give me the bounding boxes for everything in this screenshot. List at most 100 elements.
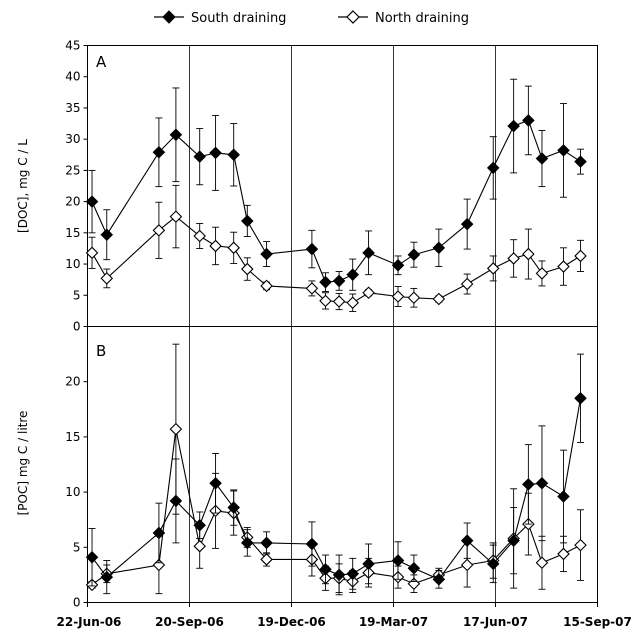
data-point-north-17 xyxy=(460,277,474,291)
data-point-north-11 xyxy=(332,295,346,308)
data-point-north-6 xyxy=(227,241,240,255)
data-point-north-23 xyxy=(574,538,587,552)
data-point-north-9 xyxy=(305,282,319,295)
data-point-south-11 xyxy=(332,274,346,288)
legend-north-marker xyxy=(346,10,360,24)
data-point-north-20 xyxy=(522,247,535,261)
data-point-north-16 xyxy=(432,292,446,306)
data-point-north-5 xyxy=(209,239,222,253)
data-point-north-15 xyxy=(407,291,421,305)
panel-a-frame xyxy=(87,45,598,327)
data-point-south-6 xyxy=(227,148,240,162)
data-point-south-16 xyxy=(432,573,446,586)
data-point-south-23 xyxy=(574,155,587,168)
data-point-north-21 xyxy=(535,267,549,280)
data-point-south-0 xyxy=(85,195,99,208)
panel-a-ytick-label-3: 15 xyxy=(65,226,80,240)
data-point-south-17 xyxy=(460,217,474,231)
data-point-south-1 xyxy=(100,228,114,241)
data-point-north-22 xyxy=(557,547,570,561)
panel-b-series-north xyxy=(85,343,587,595)
x-tick-label-2: 19-Dec-06 xyxy=(257,615,326,629)
data-point-south-3 xyxy=(169,128,183,142)
data-point-north-21 xyxy=(535,556,549,570)
data-point-south-2 xyxy=(152,526,166,540)
data-point-south-14 xyxy=(391,554,405,567)
data-point-north-3 xyxy=(169,422,183,436)
panel-b-ytick-label-1: 5 xyxy=(73,540,81,554)
data-point-south-15 xyxy=(407,248,421,261)
data-point-south-22 xyxy=(557,490,570,503)
x-axis: 22-Jun-06 20-Sep-06 19-Dec-06 19-Mar-07 17-J… xyxy=(57,602,632,629)
panel-a-yaxis: 0 5 10 15 20 25 30 35 40 45 xyxy=(65,39,88,334)
data-point-south-20 xyxy=(522,478,535,491)
panel-b-ytick-label-3: 15 xyxy=(65,430,80,444)
panel-a-ytick-label-8: 40 xyxy=(65,70,80,84)
legend-entry-north: North draining xyxy=(338,10,469,26)
panel-b-series-south xyxy=(85,353,587,596)
data-point-north-14 xyxy=(391,290,405,303)
data-point-south-13 xyxy=(362,246,375,260)
data-point-north-4 xyxy=(193,539,206,553)
legend-south-marker xyxy=(162,10,176,24)
legend-north-label: North draining xyxy=(375,11,469,26)
panel-a-ytick-label-5: 25 xyxy=(65,163,80,177)
x-tick-label-5: 15-Sep-07 xyxy=(563,615,632,629)
panel-a-series-south xyxy=(85,78,587,292)
panel-a-series xyxy=(85,78,587,312)
data-point-north-12 xyxy=(346,296,359,310)
panel-b-ytick-label-0: 0 xyxy=(73,596,81,610)
series-line-south xyxy=(91,119,581,283)
x-tick-label-1: 20-Sep-06 xyxy=(155,615,224,629)
data-point-south-11 xyxy=(332,568,346,582)
data-point-north-7 xyxy=(241,262,254,276)
data-point-south-1 xyxy=(100,570,114,584)
data-point-south-14 xyxy=(391,259,405,272)
data-point-south-8 xyxy=(260,247,273,261)
data-point-south-6 xyxy=(227,501,240,514)
data-point-north-0 xyxy=(85,246,99,260)
series-line-north xyxy=(91,429,581,586)
panel-b-ytick-label-4: 20 xyxy=(65,375,80,389)
data-point-south-12 xyxy=(346,567,359,581)
series-line-south xyxy=(91,398,582,580)
data-point-south-5 xyxy=(209,146,222,160)
data-point-south-13 xyxy=(362,557,375,571)
data-point-south-22 xyxy=(557,144,570,157)
data-point-north-2 xyxy=(152,224,166,237)
data-point-north-8 xyxy=(260,279,273,293)
data-point-north-3 xyxy=(169,210,183,223)
panel-a-ytick-label-9: 45 xyxy=(65,39,80,53)
panel-b-ylabel: [POC] mg C / litre xyxy=(16,411,30,516)
data-point-south-23 xyxy=(574,391,587,405)
data-point-south-8 xyxy=(260,536,273,550)
data-point-north-4 xyxy=(193,229,206,243)
panel-a-ytick-label-2: 10 xyxy=(65,257,80,271)
data-point-south-18 xyxy=(486,557,500,571)
panel-a-ytick-label-0: 0 xyxy=(73,320,81,334)
data-point-south-10 xyxy=(319,275,332,289)
data-point-south-19 xyxy=(507,534,520,547)
data-point-south-9 xyxy=(305,537,319,551)
data-point-north-2 xyxy=(152,558,166,572)
data-point-north-19 xyxy=(507,252,520,265)
data-point-north-13 xyxy=(362,286,375,300)
data-point-north-10 xyxy=(319,294,332,308)
data-point-south-20 xyxy=(522,114,535,127)
panel-a-ytick-label-6: 30 xyxy=(65,132,80,146)
panel-b-letter: B xyxy=(96,342,106,360)
data-point-south-17 xyxy=(460,534,474,547)
panel-b-series xyxy=(85,343,587,596)
data-point-north-1 xyxy=(100,272,114,285)
data-point-north-18 xyxy=(486,262,500,275)
data-point-south-12 xyxy=(346,268,359,281)
panel-a-ytick-label-1: 5 xyxy=(73,288,81,302)
panel-a-letter: A xyxy=(96,53,107,71)
panel-a-ytick-label-7: 35 xyxy=(65,101,80,115)
x-tick-label-3: 19-Mar-07 xyxy=(359,615,428,629)
data-point-south-21 xyxy=(535,152,549,165)
panel-b-frame xyxy=(87,326,598,603)
vertical-gridlines xyxy=(189,45,496,603)
